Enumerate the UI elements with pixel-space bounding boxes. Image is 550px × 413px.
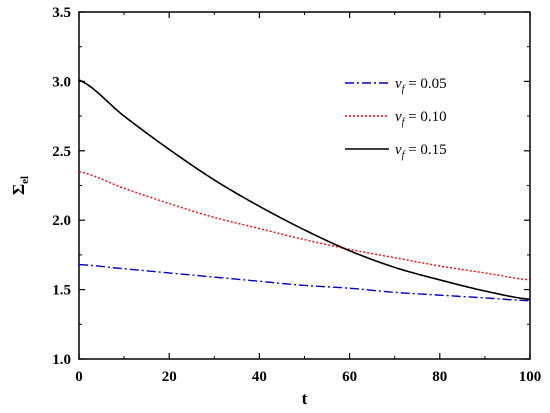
y-tick-label: 2.0	[52, 213, 71, 229]
x-tick-label: 60	[342, 369, 357, 385]
y-tick-label: 3.0	[52, 74, 71, 90]
x-tick-label: 100	[519, 369, 542, 385]
y-tick-label: 1.0	[52, 352, 71, 368]
legend-label-3: vf = 0.15	[395, 142, 447, 161]
series-line-1	[78, 263, 531, 302]
plot-frame	[78, 11, 531, 360]
x-tick-label: 40	[252, 369, 267, 385]
legend-label-1: vf = 0.05	[395, 76, 447, 95]
x-tick-label: 0	[75, 369, 83, 385]
y-axis-label: Σel	[9, 176, 31, 195]
series-line-2	[78, 170, 531, 281]
y-tick-label: 1.5	[52, 283, 71, 299]
x-tick-label: 80	[432, 369, 447, 385]
y-tick-label: 3.5	[52, 5, 71, 21]
x-axis-label: t	[302, 389, 308, 408]
y-tick-label: 2.5	[52, 144, 71, 160]
legend-label-2: vf = 0.10	[395, 109, 447, 128]
series-line-3	[78, 79, 531, 301]
x-tick-label: 20	[162, 369, 177, 385]
